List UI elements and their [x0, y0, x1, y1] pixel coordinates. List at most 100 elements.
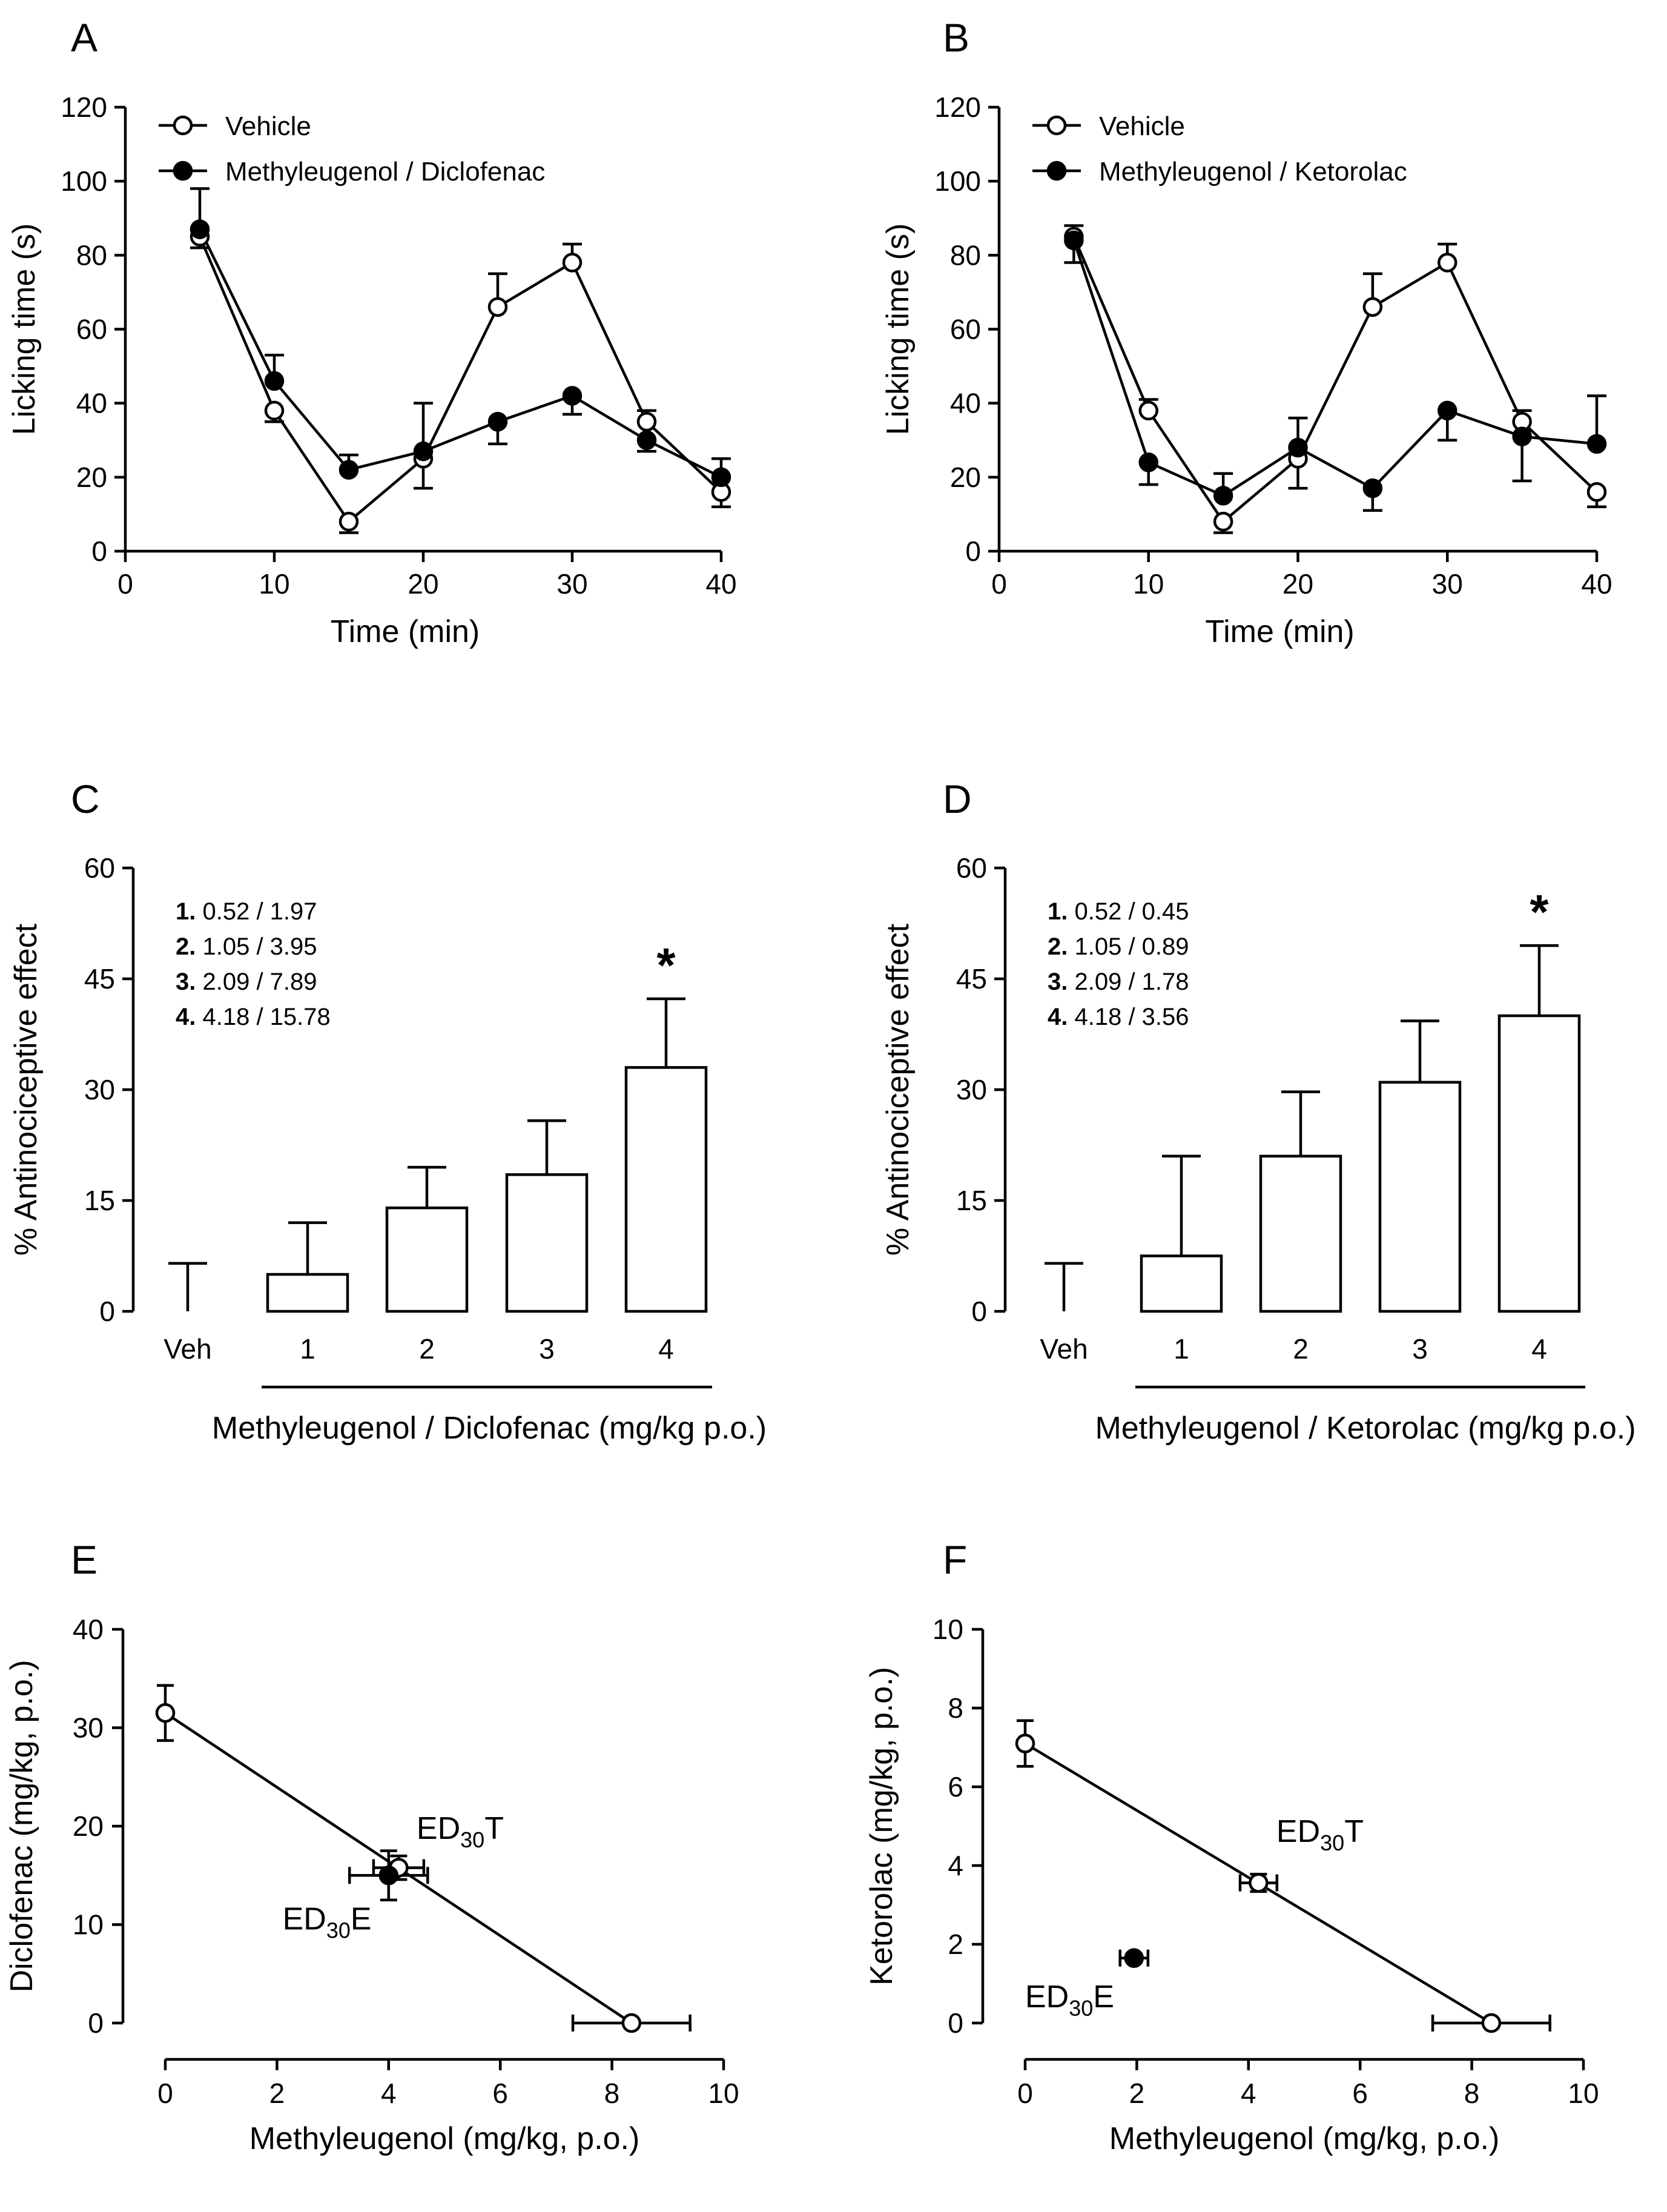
panel-e-y-tick-label: 20 [73, 1810, 104, 1842]
panel-d-x-label: Methyleugenol / Ketorolac (mg/kg p.o.) [1095, 1411, 1636, 1446]
panel-a-x-label: Time (min) [331, 614, 480, 649]
panel-f-annotation-label: ED [1025, 1979, 1069, 2015]
panel-d-dose-number: 1. [1048, 898, 1068, 925]
panel-c-dose-legend-item: 3. 2.09 / 7.89 [176, 969, 317, 995]
panel-d-dose-legend-item: 2. 1.05 / 0.89 [1048, 933, 1189, 960]
panel-a-x-tick-label: 40 [705, 568, 736, 600]
panel-a-legend-label: Vehicle [225, 111, 311, 141]
panel-c-y-tick-label: 60 [84, 852, 115, 884]
panel-c-x-tick-label: 1 [300, 1333, 315, 1365]
panel-b-y-tick-label: 120 [934, 91, 981, 123]
panel-a-series-line-vehicle [198, 236, 722, 524]
panel-e-annotation-label: ED [283, 1902, 326, 1937]
panel-e-x-label: Methyleugenol (mg/kg, p.o.) [249, 2121, 640, 2156]
panel-d-letter: D [943, 777, 972, 821]
panel-c-bar [624, 1066, 708, 1313]
panel-c-dose-value: 1.05 / 3.95 [196, 933, 317, 960]
panel-e-point-diclofenac-ed30 [155, 1703, 176, 1723]
panel-a-y-tick-label: 20 [76, 462, 107, 493]
panel-a-point-vehicle [562, 253, 583, 273]
panel-f-annotation-ed30e: ED30E [1025, 1979, 1114, 2021]
panel-b-y-tick-label: 40 [950, 388, 981, 419]
panel-a-point-vehicle [338, 511, 359, 532]
panel-a-x-tick-label: 10 [259, 568, 289, 600]
panel-f-y-label: Ketorolac (mg/kg, p.o.) [864, 1667, 899, 1985]
panel-b-legend-marker [1046, 161, 1067, 181]
panel-f-point-ed30e [1124, 1948, 1144, 1968]
panel-a-y-tick-label: 0 [91, 535, 107, 567]
panel-e-x-tick-label: 10 [708, 2078, 739, 2109]
panel-d-x-tick-label: 4 [1531, 1333, 1547, 1365]
panel-f-letter: F [943, 1537, 967, 1582]
panel-f-y-tick-label: 0 [948, 2007, 963, 2039]
panel-f-point-ed30t [1249, 1873, 1269, 1893]
panel-b-point-combination [1138, 452, 1158, 472]
panel-b-point-vehicle [1213, 511, 1233, 532]
panel-c-x-tick-label: 3 [539, 1333, 555, 1365]
panel-f-x-label: Methyleugenol (mg/kg, p.o.) [1109, 2121, 1500, 2156]
panel-a-point-combination [413, 441, 434, 462]
panel-e-annotation-suffix: T [484, 1811, 504, 1846]
panel-b-x-label: Time (min) [1205, 614, 1355, 649]
panel-f-x-tick-label: 0 [1017, 2078, 1033, 2109]
panel-d-dose-legend-item: 4. 4.18 / 3.56 [1048, 1004, 1189, 1030]
panel-e-annotation-ed30e: ED30E [283, 1902, 372, 1943]
panel-d-significance-mark: * [1530, 885, 1549, 939]
panel-a-legend-label: Methyleugenol / Diclofenac [225, 157, 545, 187]
panel-a-point-combination [338, 460, 359, 480]
panel-c-dose-number: 2. [176, 933, 196, 960]
panel-e-y-tick-label: 10 [73, 1909, 104, 1941]
panel-b-y-tick-label: 60 [950, 314, 981, 345]
panel-a-point-vehicle [636, 411, 657, 432]
panel-b-y-tick-label: 0 [965, 535, 981, 567]
panel-e-point-ed30e [378, 1866, 399, 1886]
panel-d-y-tick-label: 0 [971, 1296, 987, 1327]
panel-a-point-combination [636, 430, 657, 450]
panel-f-point-ketorolac-ed30 [1015, 1734, 1035, 1753]
panel-f-y-tick-label: 10 [933, 1614, 963, 1645]
panel-a-point-vehicle [487, 297, 508, 317]
panel-c-x-tick-label: 4 [658, 1333, 674, 1365]
panel-c-x-label: Methyleugenol / Diclofenac (mg/kg p.o.) [212, 1411, 767, 1446]
panel-f-x-tick-label: 6 [1352, 2078, 1368, 2109]
panel-a-y-tick-label: 120 [61, 91, 107, 123]
panel-e-y-tick-label: 0 [88, 2007, 104, 2039]
panel-b-point-combination [1586, 434, 1607, 454]
panel-a-y-tick-label: 40 [76, 388, 107, 419]
panel-d-dose-value: 4.18 / 3.56 [1068, 1004, 1189, 1030]
panel-e-point-methyleugenol-ed30 [621, 2013, 642, 2033]
panel-b-point-vehicle [1586, 482, 1607, 502]
panel-c-letter: C [71, 777, 100, 821]
panel-f-x-tick-label: 10 [1568, 2078, 1599, 2109]
panel-d-x-tick-label: 3 [1412, 1333, 1428, 1365]
panel-a-point-combination [487, 411, 508, 432]
panel-b-series-line-combination [1072, 240, 1597, 497]
panel-c-x-tick-label: Veh [163, 1333, 211, 1365]
panel-a-point-combination [562, 386, 583, 406]
panel-a-letter: A [71, 15, 97, 60]
panel-f-point-methyleugenol-ed30 [1481, 2013, 1502, 2033]
panel-c-dose-value: 2.09 / 7.89 [196, 969, 317, 995]
panel-e-y-label: Diclofenac (mg/kg, p.o.) [4, 1660, 39, 1992]
panel-d-y-tick-label: 30 [956, 1074, 987, 1105]
panel-c-dose-number: 4. [176, 1004, 196, 1030]
panel-e-y-tick-label: 30 [73, 1712, 104, 1744]
panel-c-y-tick-label: 30 [84, 1074, 115, 1105]
panel-c-dose-legend-item: 1. 0.52 / 1.97 [176, 898, 317, 925]
panel-c-dose-value: 0.52 / 1.97 [196, 898, 317, 925]
panel-b-point-combination [1438, 400, 1457, 421]
panel-c-dose-legend-item: 4. 4.18 / 15.78 [176, 1004, 331, 1030]
panel-d-y-tick-label: 45 [956, 963, 987, 995]
panel-a-x-tick-label: 20 [408, 568, 438, 600]
panel-b-letter: B [943, 15, 969, 60]
panel-b-series-line-vehicle [1072, 236, 1598, 524]
panel-d-bar [1497, 1014, 1581, 1313]
panel-b-point-vehicle [1138, 400, 1158, 421]
panel-f-annotation-ed30t: ED30T [1276, 1814, 1364, 1855]
panel-d-dose-value: 0.52 / 0.45 [1068, 898, 1189, 925]
panel-c-dose-number: 3. [176, 969, 196, 995]
panel-e-annotation-ed30t: ED30T [417, 1811, 504, 1852]
panel-f-annotation-subscript: 30 [1069, 1996, 1093, 2021]
panel-f-x-tick-label: 8 [1464, 2078, 1480, 2109]
panel-a-point-combination [190, 219, 210, 239]
